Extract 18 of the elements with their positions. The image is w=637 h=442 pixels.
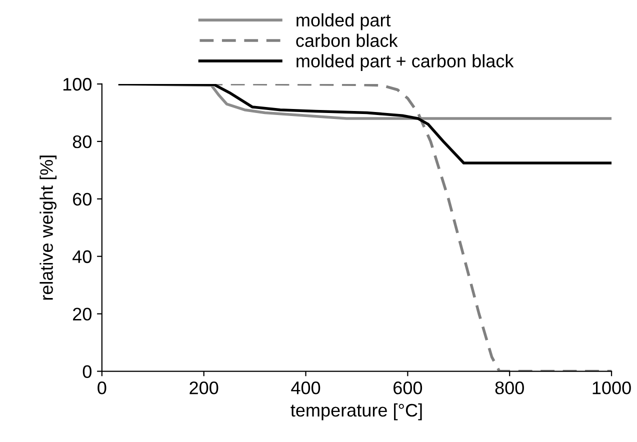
- y-tick-label: 100: [63, 78, 92, 91]
- y-tick-label: 20: [73, 308, 92, 321]
- x-tick-label: 600: [394, 381, 422, 394]
- y-tick-label: 0: [82, 365, 92, 378]
- legend-label: carbon black: [296, 34, 398, 47]
- y-axis-title: relative weight [%]: [40, 156, 57, 300]
- line-series: [118, 84, 612, 164]
- y-tick-label: 60: [73, 192, 92, 206]
- legend-label: molded part + carbon black: [296, 54, 514, 72]
- x-tick-label: 0: [98, 381, 106, 394]
- x-tick-label: 1000: [592, 381, 631, 394]
- legend-label: molded part: [296, 13, 391, 30]
- x-tick-label: 800: [495, 381, 524, 394]
- y-tick-label: 40: [72, 250, 92, 264]
- x-tick-label: 400: [291, 381, 320, 394]
- x-tick-label: 200: [190, 381, 218, 394]
- y-tick-label: 80: [72, 135, 92, 148]
- x-axis-title: temperature [°C]: [290, 403, 422, 420]
